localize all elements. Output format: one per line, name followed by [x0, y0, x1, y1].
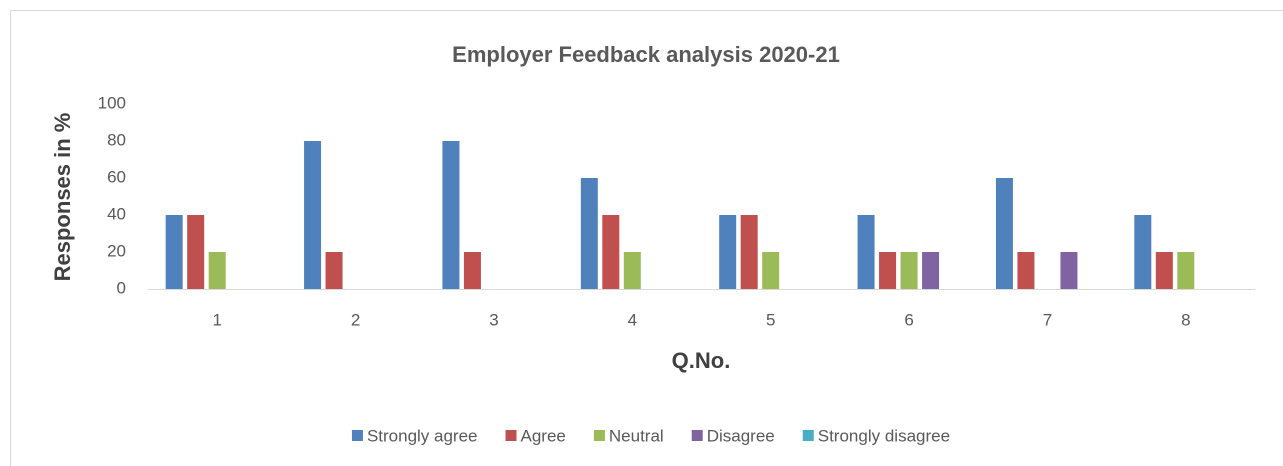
bar	[580, 178, 598, 289]
bar	[1017, 252, 1035, 289]
legend-label: Agree	[521, 426, 566, 445]
x-tick-label: 3	[489, 310, 498, 329]
bar	[187, 215, 205, 289]
chart-border	[10, 10, 1283, 466]
bar	[1060, 252, 1078, 289]
bar	[995, 178, 1013, 289]
legend-label: Disagree	[707, 426, 775, 445]
chart-title: Employer Feedback analysis 2020-21	[452, 42, 840, 67]
x-tick-label: 6	[904, 310, 913, 329]
legend-label: Neutral	[609, 426, 664, 445]
x-tick-label: 2	[351, 310, 360, 329]
bar	[602, 215, 620, 289]
bar	[304, 141, 322, 289]
bar	[442, 141, 460, 289]
legend-label: Strongly disagree	[818, 426, 950, 445]
y-tick-label: 20	[107, 241, 126, 260]
bar	[857, 215, 875, 289]
bar	[1155, 252, 1173, 289]
legend-swatch	[505, 430, 517, 441]
legend-swatch	[802, 430, 814, 441]
x-axis-title: Q.No.	[672, 348, 731, 373]
bar	[740, 215, 758, 289]
bar	[165, 215, 183, 289]
legend-swatch	[691, 430, 703, 441]
bar	[1177, 252, 1195, 289]
y-tick-label: 0	[117, 278, 126, 297]
bar	[623, 252, 641, 289]
bar	[208, 252, 226, 289]
x-tick-label: 1	[212, 310, 221, 329]
bar	[463, 252, 481, 289]
x-tick-label: 5	[766, 310, 775, 329]
bar	[325, 252, 343, 289]
x-tick-label: 4	[628, 310, 637, 329]
y-tick-label: 40	[107, 204, 126, 223]
y-axis-title: Responses in %	[50, 113, 75, 282]
legend-swatch	[351, 430, 363, 441]
bar	[922, 252, 940, 289]
bar	[719, 215, 737, 289]
y-tick-label: 100	[98, 93, 126, 112]
bar	[900, 252, 918, 289]
bar	[762, 252, 780, 289]
y-tick-label: 80	[107, 130, 126, 149]
y-tick-label: 60	[107, 167, 126, 186]
bar	[879, 252, 897, 289]
legend-label: Strongly agree	[367, 426, 478, 445]
x-tick-label: 8	[1181, 310, 1190, 329]
bar	[1134, 215, 1152, 289]
legend-swatch	[593, 430, 605, 441]
x-tick-label: 7	[1043, 310, 1052, 329]
